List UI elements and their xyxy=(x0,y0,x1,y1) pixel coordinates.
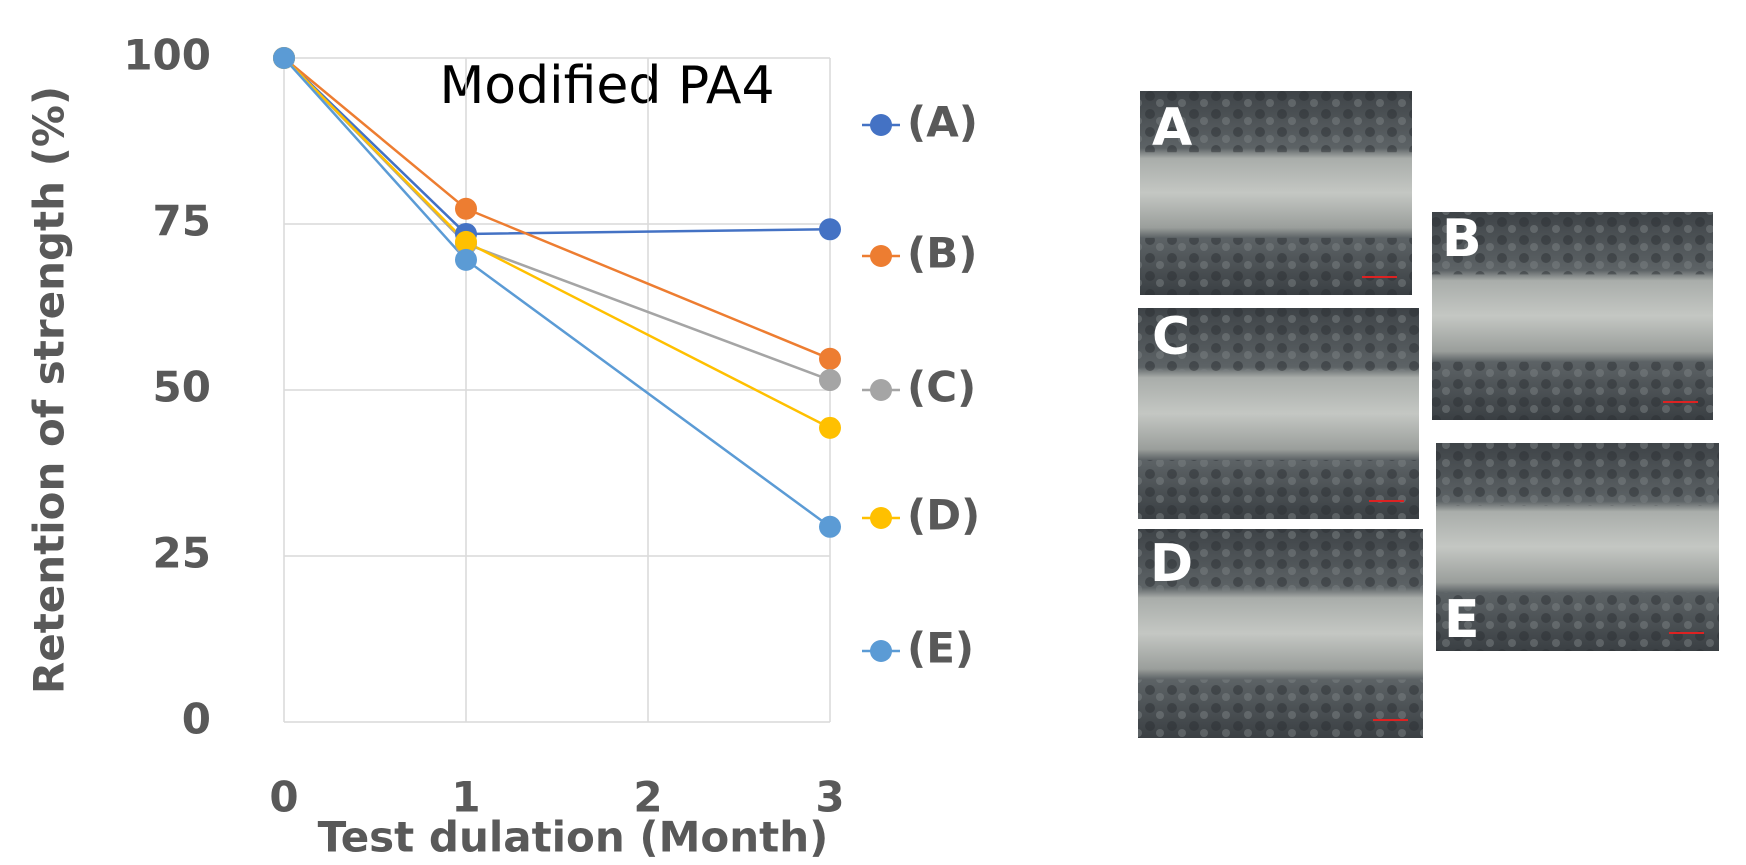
legend-marker xyxy=(870,507,892,529)
micrograph-texture xyxy=(1140,237,1412,295)
micrograph-texture xyxy=(1436,592,1719,651)
image-label: D xyxy=(1150,534,1193,594)
y-tick-label: 50 xyxy=(153,363,211,412)
micrograph-texture xyxy=(1436,443,1719,506)
x-axis-title: Test dulation (Month) xyxy=(318,813,829,862)
data-point xyxy=(819,416,841,439)
data-point xyxy=(819,218,841,241)
legend-label: (C) xyxy=(907,363,976,412)
data-point xyxy=(819,347,841,370)
legend-marker xyxy=(870,640,892,662)
y-axis-title: Retention of strength (%) xyxy=(25,86,74,694)
legend-label: (A) xyxy=(907,98,978,147)
x-tick-label: 1 xyxy=(451,773,480,822)
image-label: A xyxy=(1152,98,1192,158)
chart-title: Modified PA4 xyxy=(439,56,774,116)
micrograph-texture xyxy=(1138,308,1419,372)
legend-marker xyxy=(870,245,892,267)
x-tick-label: 2 xyxy=(633,773,662,822)
image-label: B xyxy=(1442,209,1482,269)
data-point xyxy=(819,369,841,392)
x-tick-label: 0 xyxy=(269,773,298,822)
y-tick-label: 25 xyxy=(153,529,211,578)
y-tick-label: 0 xyxy=(182,695,211,744)
micrograph-texture xyxy=(1138,529,1423,592)
data-point xyxy=(819,515,841,538)
legend-marker xyxy=(870,114,892,136)
micrograph-texture xyxy=(1432,361,1713,420)
legend-marker xyxy=(870,379,892,401)
data-point xyxy=(273,47,295,69)
y-tick-label: 100 xyxy=(123,31,211,80)
image-label: C xyxy=(1152,307,1190,367)
data-point xyxy=(455,230,477,253)
data-point xyxy=(455,197,477,220)
data-point xyxy=(455,248,477,271)
legend-label: (B) xyxy=(907,229,977,278)
x-tick-label: 3 xyxy=(815,773,844,822)
micrograph-texture xyxy=(1432,212,1713,275)
micrograph-texture xyxy=(1138,459,1419,519)
legend-label: (E) xyxy=(907,624,974,673)
image-label: E xyxy=(1444,590,1480,650)
micrograph-texture xyxy=(1138,679,1423,738)
y-tick-label: 75 xyxy=(153,197,211,246)
micrograph-texture xyxy=(1140,91,1412,153)
series-line xyxy=(283,57,831,528)
legend-label: (D) xyxy=(907,491,980,540)
